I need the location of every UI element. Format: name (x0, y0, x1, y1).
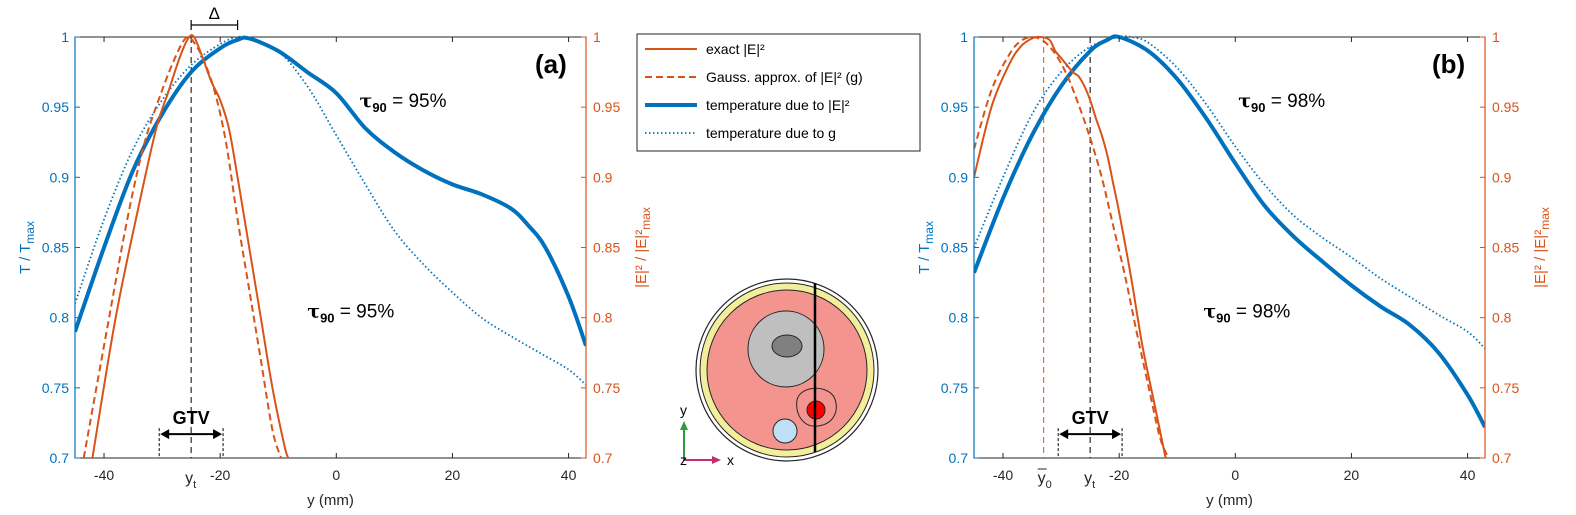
special-x-label-a: yt (185, 470, 196, 491)
bladder (772, 418, 798, 444)
x-tick-label-a: -20 (210, 467, 230, 483)
gray-organ-core (771, 334, 803, 358)
series-b-temp-solid (974, 34, 1485, 429)
right-tick-label-b: 0.75 (1492, 380, 1519, 396)
left-tick-label-b: 1 (960, 29, 968, 45)
series-a-efield-dashed (82, 35, 283, 458)
left-tick-label-a: 0.95 (42, 99, 69, 115)
series-b-temp-dotted (974, 35, 1485, 350)
gtv-arrow-right-b (1112, 429, 1122, 440)
right-tick-label-a: 0.7 (593, 450, 613, 466)
legend-label-efield-dashed: Gauss. approx. of |E|² (g) (706, 69, 863, 85)
series-a-temp-dotted (75, 35, 586, 386)
gtv-arrow-right-a (213, 429, 223, 440)
inset-y-label: y (680, 402, 687, 418)
legend-box (636, 33, 921, 152)
x-tick-label-a: 40 (561, 467, 577, 483)
right-tick-label-a: 0.8 (593, 310, 613, 326)
x-tick-label-a: -40 (94, 467, 114, 483)
plot-area-a (74, 36, 587, 459)
inset-x-label: x (727, 452, 734, 468)
left-tick-label-b: 0.75 (941, 380, 968, 396)
panel-label-a: (a) (535, 49, 567, 79)
left-tick-label-a: 1 (61, 29, 69, 45)
tau90-annotation-b-1: τ90 = 98% (1203, 301, 1290, 326)
left-tick-label-a: 0.85 (42, 240, 69, 256)
legend: exact |E|² Gauss. approx. of |E|² (g) temp… (636, 33, 921, 152)
chart-panel-a: 0.7 0.7 0.75 0.75 0.8 0.8 0.85 0.85 0.9 0.9 0.95 0.… (17, 4, 653, 509)
left-tick-label-b: 0.7 (949, 450, 969, 466)
anatomy-inset: y z x (680, 278, 879, 468)
x-tick-label-b: 0 (1231, 467, 1239, 483)
y-arrow-head (680, 421, 688, 430)
tau90-annotation-b-0: τ90 = 98% (1238, 90, 1325, 115)
legend-label-temp-solid: temperature due to |E|² (706, 97, 850, 113)
left-tick-label-a: 0.9 (50, 169, 70, 185)
x-tick-label-b: 20 (1344, 467, 1360, 483)
right-tick-label-a: 1 (593, 29, 601, 45)
gtv-arrow-left-b (1059, 429, 1069, 440)
right-axis-label-a: |E|² / |E|²max (633, 207, 653, 288)
right-tick-label-b: 0.7 (1492, 450, 1512, 466)
left-axis-label-b: T / Tmax (916, 221, 936, 274)
left-tick-label-b: 0.95 (941, 99, 968, 115)
series-a-temp-solid (75, 35, 586, 347)
left-axis-label-a: T / Tmax (17, 221, 37, 274)
right-tick-label-b: 0.9 (1492, 169, 1512, 185)
right-tick-label-a: 0.75 (593, 380, 620, 396)
tumor-outline (796, 387, 837, 427)
right-tick-label-a: 0.85 (593, 240, 620, 256)
x-tick-label-a: 0 (332, 467, 340, 483)
tau90-annotation-a-1: τ90 = 95% (307, 301, 394, 326)
panel-label-b: (b) (1432, 49, 1465, 79)
gtv-label-b: GTV (1072, 408, 1109, 428)
right-tick-label-b: 0.95 (1492, 99, 1519, 115)
right-tick-label-b: 0.8 (1492, 310, 1512, 326)
right-axis-label-b: |E|² / |E|²max (1532, 207, 1552, 288)
x-arrow-head (712, 456, 721, 464)
left-tick-label-b: 0.8 (949, 310, 969, 326)
left-tick-label-b: 0.9 (949, 169, 969, 185)
series-b-efield-solid (974, 35, 1167, 458)
right-tick-label-b: 0.85 (1492, 240, 1519, 256)
left-tick-label-b: 0.85 (941, 240, 968, 256)
series-b-efield-dashed (974, 35, 1170, 458)
special-x-label-b: y0 (1038, 470, 1052, 491)
left-tick-label-a: 0.75 (42, 380, 69, 396)
right-tick-label-b: 1 (1492, 29, 1500, 45)
right-tick-label-a: 0.9 (593, 169, 613, 185)
tau90-annotation-a-0: τ90 = 95% (360, 90, 447, 115)
x-tick-label-a: 20 (445, 467, 461, 483)
gtv-arrow-left-a (160, 429, 170, 440)
legend-label-efield-solid: exact |E|² (706, 41, 765, 57)
left-tick-label-a: 0.7 (50, 450, 70, 466)
inset-z-label: z (680, 452, 687, 468)
x-tick-label-b: -20 (1109, 467, 1129, 483)
x-tick-label-b: -40 (993, 467, 1013, 483)
special-x-label-b: yt (1084, 470, 1095, 491)
delta-label: Δ (209, 4, 220, 23)
x-tick-label-b: 40 (1460, 467, 1476, 483)
gtv-label-a: GTV (173, 408, 210, 428)
legend-label-temp-dotted: temperature due to g (706, 125, 836, 141)
chart-panel-b: 0.7 0.7 0.75 0.75 0.8 0.8 0.85 0.85 0.9 0.9 0.95 0.… (916, 29, 1552, 509)
x-axis-label-a: y (mm) (307, 492, 354, 509)
right-tick-label-a: 0.95 (593, 99, 620, 115)
x-axis-label-b: y (mm) (1206, 492, 1253, 509)
left-tick-label-a: 0.8 (50, 310, 70, 326)
